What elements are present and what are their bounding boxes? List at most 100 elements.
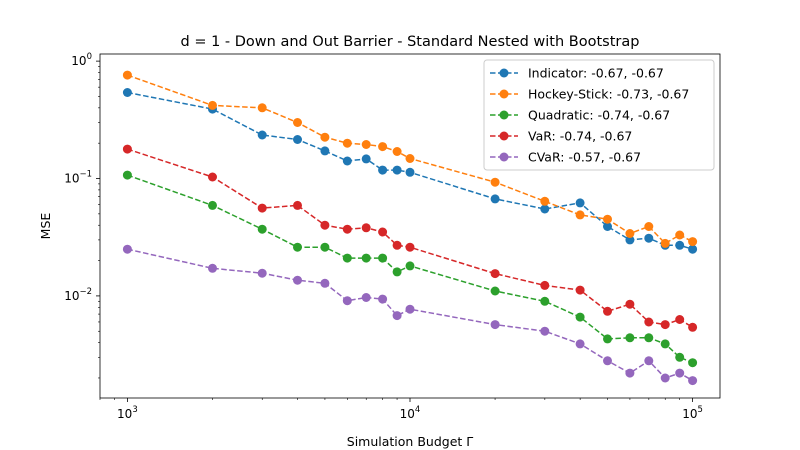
data-point (660, 373, 670, 383)
legend-label: Indicator: -0.67, -0.67 (528, 66, 664, 81)
data-point (625, 299, 635, 309)
data-point (603, 334, 612, 344)
legend-marker (499, 89, 509, 99)
data-point (293, 118, 302, 127)
data-point (392, 311, 402, 321)
data-point (320, 242, 330, 252)
data-point (490, 286, 500, 296)
data-point (405, 154, 415, 163)
data-point (625, 235, 635, 245)
data-point (122, 70, 132, 80)
data-point (625, 333, 635, 343)
data-point (378, 142, 388, 152)
data-point (378, 253, 388, 263)
data-point (361, 154, 371, 164)
data-point (208, 100, 217, 110)
data-point (688, 244, 698, 254)
legend-label: Quadratic: -0.74, -0.67 (528, 108, 670, 123)
data-point (540, 280, 550, 290)
data-point (342, 296, 352, 306)
data-point (293, 135, 302, 144)
major-ticks: 103 104 105 10−2 10−1 100 (64, 52, 703, 421)
data-point (361, 293, 371, 302)
data-point (490, 320, 500, 330)
y-tick-label: 10−1 (64, 170, 92, 186)
data-point (575, 285, 585, 295)
data-point (361, 223, 371, 233)
data-point (257, 224, 267, 234)
data-point (320, 220, 330, 230)
data-point (603, 214, 612, 224)
series-1 (122, 70, 698, 248)
legend-item: CVaR: -0.57, -0.67 (490, 150, 641, 165)
data-point (342, 138, 352, 148)
legend-marker (499, 68, 509, 78)
data-point (257, 268, 267, 278)
chart-title: d = 1 - Down and Out Barrier - Standard … (181, 34, 640, 50)
data-point (688, 322, 698, 332)
legend-marker (499, 110, 509, 120)
data-point (208, 200, 217, 210)
data-point (575, 312, 585, 322)
legend: Indicator: -0.67, -0.67 Hockey-Stick: -0.… (483, 59, 715, 171)
x-tick-label: 104 (400, 405, 421, 421)
series-0 (122, 88, 698, 254)
data-point (257, 130, 267, 140)
legend-item: VaR: -0.74, -0.67 (490, 129, 632, 144)
data-point (575, 339, 585, 349)
data-point (644, 356, 654, 366)
data-point (378, 227, 388, 237)
data-point (660, 320, 670, 330)
data-point (675, 315, 685, 324)
data-point (392, 147, 402, 156)
data-point (122, 170, 132, 180)
data-point (208, 172, 217, 182)
data-point (540, 196, 550, 206)
x-tick-label: 103 (117, 405, 138, 421)
data-point (122, 144, 132, 154)
data-point (644, 222, 654, 231)
data-point (320, 278, 330, 288)
series-3 (122, 144, 698, 332)
data-point (675, 352, 685, 362)
data-point (392, 267, 402, 277)
legend-label: CVaR: -0.57, -0.67 (528, 150, 641, 165)
data-point (405, 304, 415, 314)
legend-item: Indicator: -0.67, -0.67 (490, 66, 664, 81)
data-point (603, 306, 612, 316)
y-tick-label: 100 (71, 52, 92, 68)
data-point (575, 210, 585, 220)
data-point (490, 269, 500, 279)
legend-label: Hockey-Stick: -0.73, -0.67 (528, 87, 689, 102)
legend-item: Quadratic: -0.74, -0.67 (490, 108, 670, 123)
data-point (293, 275, 302, 285)
data-point (675, 230, 685, 240)
data-point (603, 356, 612, 366)
data-point (405, 261, 415, 271)
data-point (575, 198, 585, 208)
data-point (675, 240, 685, 250)
legend-item: Hockey-Stick: -0.73, -0.67 (490, 87, 689, 102)
data-point (342, 156, 352, 166)
data-point (208, 263, 217, 273)
series-layer (122, 70, 698, 386)
data-point (540, 296, 550, 306)
data-point (688, 237, 698, 247)
data-point (257, 103, 267, 113)
data-point (625, 229, 635, 238)
data-point (293, 242, 302, 252)
x-axis-label: Simulation Budget Γ (347, 434, 473, 449)
data-point (660, 339, 670, 349)
legend-box (483, 59, 715, 171)
legend-marker (499, 131, 509, 141)
data-point (644, 233, 654, 243)
data-point (644, 317, 654, 327)
data-point (342, 224, 352, 234)
data-point (122, 244, 132, 254)
data-point (675, 368, 685, 378)
data-point (392, 165, 402, 175)
data-point (122, 88, 132, 97)
data-point (378, 294, 388, 304)
data-point (490, 177, 500, 187)
